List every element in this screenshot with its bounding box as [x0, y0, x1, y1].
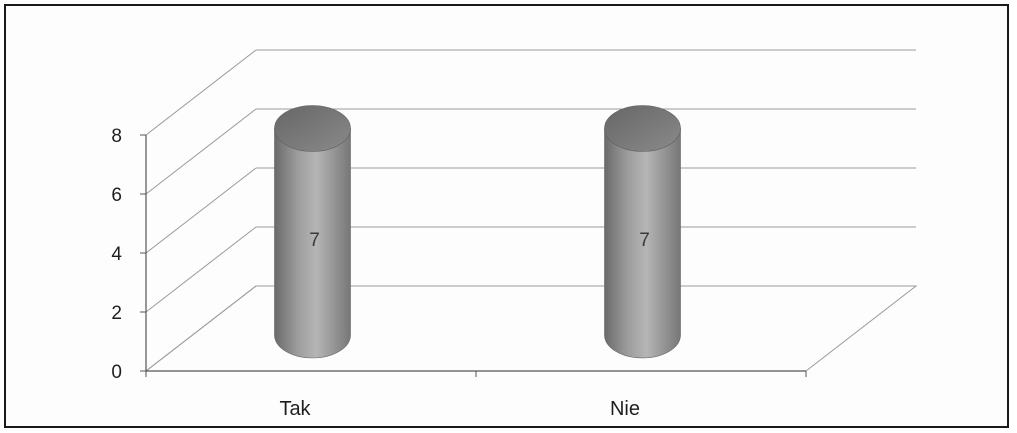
y-tick-label: 8	[111, 126, 122, 147]
y-tick-label: 0	[111, 362, 122, 383]
x-category-label: Nie	[610, 398, 640, 420]
gridline-side	[145, 108, 257, 195]
bars	[274, 105, 681, 359]
y-tick-label: 6	[111, 185, 122, 206]
gridlines	[145, 49, 918, 372]
x-category-label: Tak	[279, 398, 311, 420]
data-label: 7	[309, 230, 320, 251]
chart-floor	[145, 285, 918, 372]
bar-body	[604, 128, 681, 359]
gridline-side	[145, 49, 257, 136]
bar-tak	[274, 105, 351, 359]
bar-top	[604, 105, 681, 152]
y-tick-label: 4	[111, 244, 122, 265]
data-label: 7	[639, 230, 650, 251]
labels: 0 2 4 6 8 7 Tak 7 Nie	[111, 126, 649, 420]
bar-body	[274, 128, 351, 359]
chart-frame	[4, 4, 1009, 428]
gridline-side	[145, 226, 257, 313]
bar-top	[274, 105, 351, 152]
bar-nie	[604, 105, 681, 359]
gridline-side	[145, 167, 257, 254]
axes	[140, 134, 807, 377]
y-tick-label: 2	[111, 303, 122, 324]
